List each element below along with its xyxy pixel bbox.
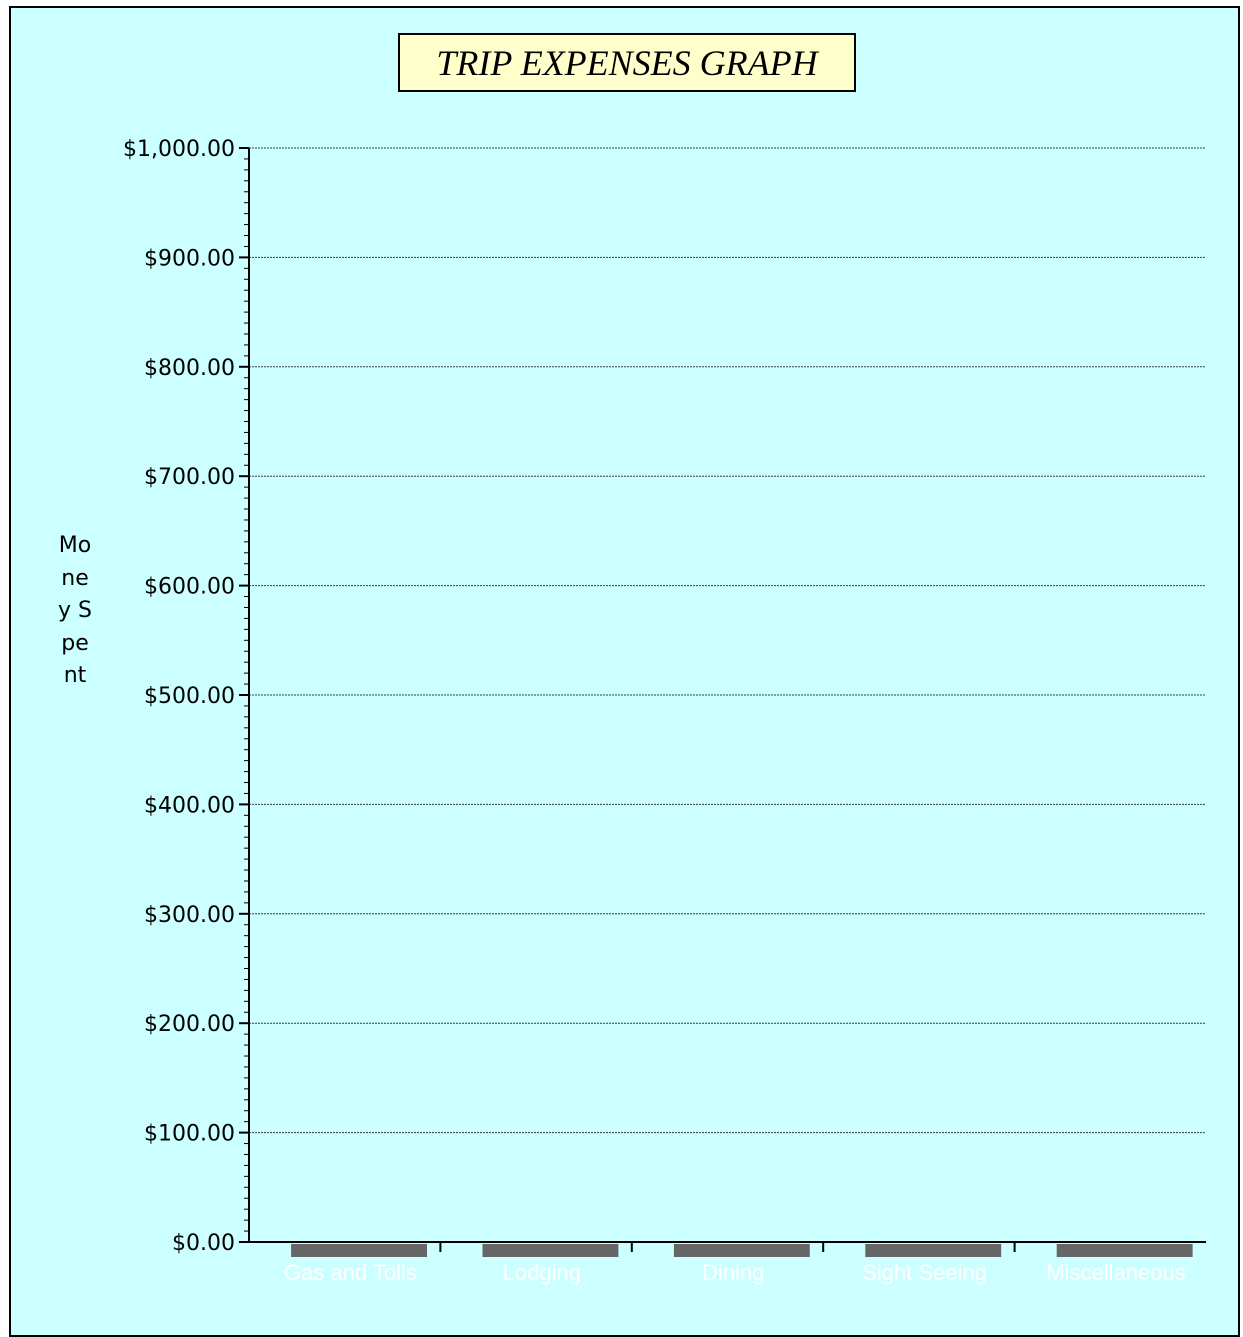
y-tick-label: $400.00 — [144, 793, 235, 818]
y-tick-label: $900.00 — [144, 246, 235, 271]
y-tick-label: $0.00 — [172, 1231, 235, 1256]
y-tick-label: $200.00 — [144, 1012, 235, 1037]
chart-frame — [9, 6, 1240, 1337]
x-category-label: Miscellaneous — [1046, 1260, 1185, 1285]
bar — [482, 1244, 619, 1257]
x-category-label: Sight Seeing — [862, 1260, 987, 1285]
bar — [1056, 1244, 1193, 1257]
bar — [673, 1244, 810, 1257]
bar — [865, 1244, 1002, 1257]
y-tick-label: $500.00 — [144, 684, 235, 709]
x-category-label: Gas and Tolls — [284, 1260, 417, 1285]
y-tick-label: $1,000.00 — [123, 137, 235, 162]
y-axis-label: Money Spent — [58, 533, 92, 688]
y-tick-label: $800.00 — [144, 356, 235, 381]
bar — [291, 1244, 428, 1257]
x-category-label: Dining — [702, 1260, 764, 1285]
y-tick-label: $600.00 — [144, 575, 235, 600]
y-tick-label: $700.00 — [144, 465, 235, 490]
chart-title: TRIP EXPENSES GRAPH — [398, 33, 856, 92]
x-category-label: Lodging — [503, 1260, 581, 1285]
y-tick-label: $300.00 — [144, 903, 235, 928]
y-tick-label: $100.00 — [144, 1122, 235, 1147]
